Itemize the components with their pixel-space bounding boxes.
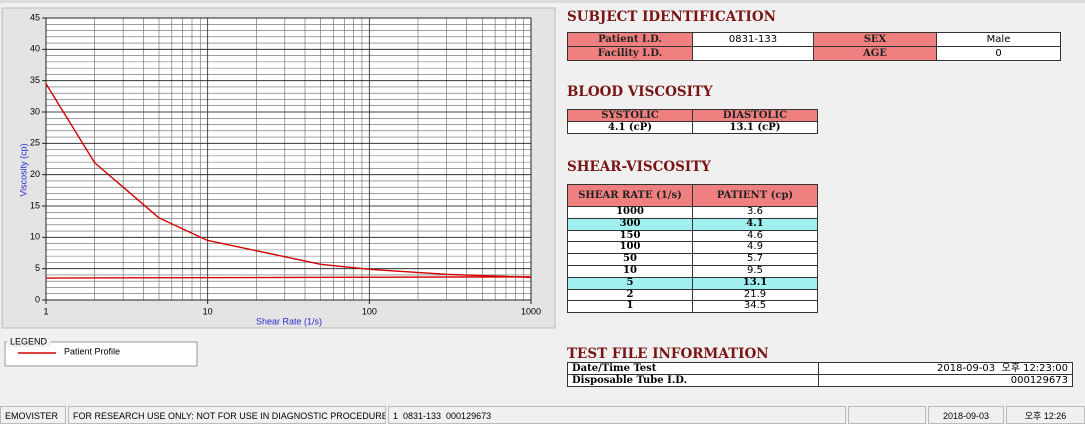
cell: 13.1 (cP): [692, 121, 818, 134]
x-tick-label: 100: [362, 306, 377, 316]
x-tick-label: 1000: [521, 306, 541, 316]
cell: 34.5: [692, 300, 818, 314]
table-row: 1000 3.6: [567, 206, 818, 219]
plot-area: [46, 18, 531, 300]
status-cell: 1 0831-133 000129673: [388, 406, 846, 424]
x-tick-label: 10: [203, 306, 213, 316]
cell: Patient I.D.: [567, 32, 693, 47]
x-axis-label: Shear Rate (1/s): [256, 316, 322, 326]
table-row: 2 21.9: [567, 288, 818, 302]
cell: 50: [567, 253, 693, 266]
cell: 2018-09-03 오후 12:23:00: [818, 362, 1073, 375]
section-title: BLOOD VISCOSITY: [567, 84, 713, 100]
shear-viscosity-table: SHEAR RATE (1/s) PATIENT (cp) 1000 3.6 300 4…: [567, 184, 818, 314]
cell: 0: [936, 46, 1061, 61]
status-cell: EMOVISTER: [0, 406, 66, 424]
table-row: 1 34.5: [567, 300, 818, 314]
cell: 100: [567, 241, 693, 255]
blood-viscosity-table: SYSTOLIC DIASTOLIC 4.1 (cP) 13.1 (cP): [567, 109, 818, 134]
cell: 21.9: [692, 288, 818, 302]
table-row: 50 5.7: [567, 253, 818, 266]
status-cell: FOR RESEARCH USE ONLY: NOT FOR USE IN DI…: [68, 406, 386, 424]
cell: SEX: [813, 32, 937, 47]
plot-frame: [45, 17, 532, 301]
cell: 5: [567, 276, 693, 290]
legend-label: Patient Profile: [64, 346, 120, 356]
y-tick-label: 25: [30, 138, 40, 148]
cell: 3.6: [692, 206, 818, 219]
section-title: SUBJECT IDENTIFICATION: [567, 9, 776, 25]
y-tick-label: 0: [35, 294, 40, 304]
top-strip: [0, 0, 1085, 3]
table-row: 5 13.1: [567, 276, 818, 290]
cell: 0831-133: [692, 32, 814, 47]
status-cell: 오후 12:26: [1006, 406, 1085, 424]
status-cell: 2018-09-03: [928, 406, 1004, 424]
cell: Facility I.D.: [567, 46, 693, 61]
subject-table: Patient I.D. 0831-133 SEX Male Facility I.D…: [567, 32, 1061, 61]
cell: 2: [567, 288, 693, 302]
cell: 000129673: [818, 374, 1073, 387]
table-row: 10 9.5: [567, 264, 818, 278]
cell: PATIENT (cp): [692, 184, 818, 207]
y-tick-label: 30: [30, 106, 40, 116]
y-tick-label: 45: [30, 12, 40, 22]
y-tick-label: 10: [30, 232, 40, 242]
cell: DIASTOLIC: [692, 109, 818, 122]
y-tick-label: 15: [30, 200, 40, 210]
cell: 10: [567, 264, 693, 278]
chart: Viscosity (cp) Shear Rate (1/s) LEGEND 0…: [1, 7, 556, 367]
cell: 4.9: [692, 241, 818, 255]
cell: 4.6: [692, 229, 818, 243]
cell: SYSTOLIC: [567, 109, 693, 122]
cell: 4.1 (cP): [567, 121, 693, 134]
x-tick-label: 1: [43, 306, 48, 316]
y-tick-label: 35: [30, 75, 40, 85]
legend-title-bg: [7, 337, 51, 347]
status-cell: [848, 406, 926, 424]
table-row: 150 4.6: [567, 229, 818, 243]
cell: [692, 46, 814, 61]
cell: AGE: [813, 46, 937, 61]
cell: 4.1: [692, 217, 818, 231]
series-line: [45, 83, 532, 279]
cell: 13.1: [692, 276, 818, 290]
cell: 9.5: [692, 264, 818, 278]
table-row: 300 4.1: [567, 217, 818, 231]
y-tick-label: 5: [35, 263, 40, 273]
y-tick-label: 40: [30, 44, 40, 54]
section-title: TEST FILE INFORMATION: [567, 346, 769, 362]
test-file-table: Date/Time Test 2018-09-03 오후 12:23:00 Dis…: [567, 362, 1073, 387]
section-title: SHEAR-VISCOSITY: [567, 159, 711, 175]
cell: Date/Time Test: [567, 362, 819, 375]
y-axis-label: Viscosity (cp): [18, 143, 28, 196]
legend-title: LEGEND: [10, 336, 48, 346]
cell: 300: [567, 217, 693, 231]
cell: Male: [936, 32, 1061, 47]
cell: 150: [567, 229, 693, 243]
table-row: 100 4.9: [567, 241, 818, 255]
cell: Disposable Tube I.D.: [567, 374, 819, 387]
y-tick-label: 20: [30, 169, 40, 179]
series-line: [45, 276, 532, 279]
cell: 1: [567, 300, 693, 314]
cell: 1000: [567, 206, 693, 219]
cell: 5.7: [692, 253, 818, 266]
cell: SHEAR RATE (1/s): [567, 184, 693, 207]
